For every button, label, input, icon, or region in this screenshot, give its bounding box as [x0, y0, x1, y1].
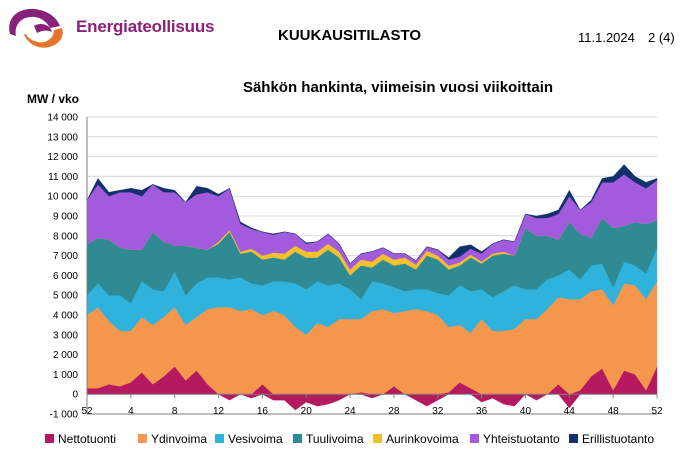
- y-tick-label: 2 000: [53, 350, 78, 361]
- y-tick-label: -1 000: [50, 410, 79, 421]
- y-tick-label: 11 000: [48, 172, 78, 183]
- stacked-areas: [86, 164, 658, 411]
- axes: [86, 117, 658, 415]
- legend-label: Erillistuotanto: [582, 432, 654, 446]
- legend-label: Vesivoima: [228, 432, 283, 446]
- y-tick-label: 8 000: [53, 231, 78, 242]
- y-tick-label: 14 000: [47, 113, 78, 124]
- legend-label: Aurinkovoima: [386, 432, 459, 446]
- y-tick-label: 13 000: [47, 132, 78, 143]
- legend-item: Vesivoima: [215, 432, 283, 446]
- legend-swatch: [138, 434, 147, 443]
- x-tick-label: 52: [81, 406, 93, 417]
- x-tick-label: 8: [172, 406, 178, 417]
- x-tick-label: 44: [564, 406, 576, 417]
- legend-swatch: [45, 434, 54, 443]
- legend-label: Nettotuonti: [58, 432, 116, 446]
- x-tick-label: 40: [520, 406, 532, 417]
- legend-swatch: [293, 434, 302, 443]
- x-tick-label: 16: [257, 406, 269, 417]
- legend-item: Ydinvoima: [138, 432, 207, 446]
- area-erillistuotanto: [86, 164, 658, 264]
- y-tick-label: 12 000: [47, 152, 78, 163]
- logo-purple-swoosh: [9, 8, 61, 36]
- y-tick-label: 3 000: [53, 330, 78, 341]
- logo-orange-swoosh: [24, 28, 63, 48]
- legend-item: Erillistuotanto: [569, 432, 654, 446]
- y-tick-label: 9 000: [53, 212, 78, 223]
- x-tick-label: 20: [301, 406, 313, 417]
- x-tick-label: 48: [608, 406, 620, 417]
- y-tick-label: 10 000: [47, 192, 78, 203]
- legend: Nettotuonti Ydinvoima Vesivoima Tuulivoima A…: [45, 432, 654, 446]
- legend-item: Aurinkovoima: [373, 432, 459, 446]
- legend-label: Yhteistuotanto: [483, 432, 560, 446]
- x-tick-label: 4: [128, 406, 134, 417]
- legend-swatch: [215, 434, 224, 443]
- y-tick-label: 1 000: [53, 370, 78, 381]
- y-tick-labels: -1 000 0 1 000 2 000 3 000 4 000 5 000 6 000 7 0…: [47, 113, 78, 421]
- logo-purple-hook: [34, 24, 52, 33]
- report-date: 11.1.2024: [578, 30, 635, 45]
- y-tick-label: 7 000: [53, 251, 78, 262]
- y-tick-label: 0: [72, 390, 78, 401]
- legend-item: Tuulivoima: [293, 432, 364, 446]
- chart-title: Sähkön hankinta, viimeisin vuosi viikoit…: [243, 79, 553, 96]
- legend-item: Yhteistuotanto: [470, 432, 560, 446]
- x-tick-label: 12: [213, 406, 225, 417]
- x-tick-label: 32: [432, 406, 444, 417]
- x-tick-label: 52: [651, 406, 663, 417]
- legend-label: Ydinvoima: [151, 432, 207, 446]
- legend-swatch: [569, 434, 578, 443]
- page-number: 2 (4): [648, 30, 675, 45]
- x-tick-label: 36: [476, 406, 488, 417]
- logo-wordmark: Energiateollisuus: [76, 17, 215, 36]
- legend-swatch: [373, 434, 382, 443]
- y-tick-label: 5 000: [53, 291, 78, 302]
- legend-swatch: [470, 434, 479, 443]
- x-tick-labels: 52 4 8 12 16 20 24 28 32 36 40 44 48 52: [81, 406, 663, 417]
- energiateollisuus-logo: [9, 8, 63, 48]
- legend-item: Nettotuonti: [45, 432, 116, 446]
- legend-label: Tuulivoima: [306, 432, 364, 446]
- x-tick-label: 28: [388, 406, 400, 417]
- x-tick-label: 24: [345, 406, 357, 417]
- report-title: KUUKAUSITILASTO: [278, 27, 422, 44]
- y-tick-label: 6 000: [53, 271, 78, 282]
- y-tick-label: 4 000: [53, 311, 78, 322]
- y-axis-label: MW / vko: [27, 92, 79, 106]
